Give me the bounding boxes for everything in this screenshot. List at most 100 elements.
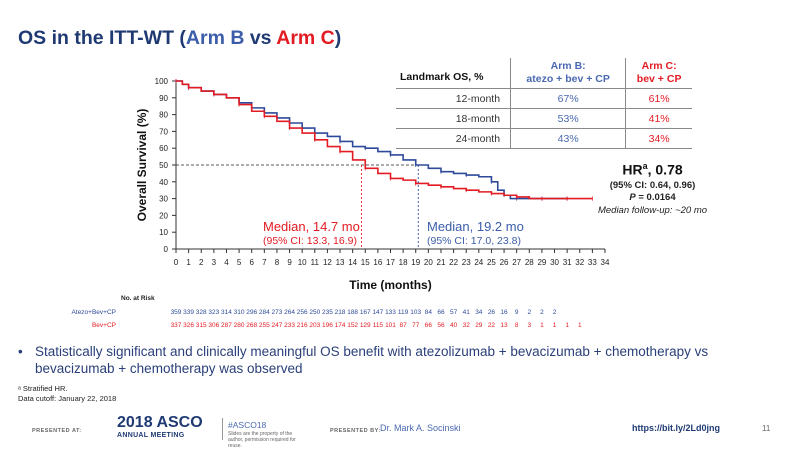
x-tick-label: 7 bbox=[262, 258, 267, 267]
risk-count: 101 bbox=[385, 322, 396, 329]
risk-count: 1 bbox=[577, 322, 582, 329]
x-tick-label: 21 bbox=[437, 258, 446, 267]
x-tick-label: 30 bbox=[550, 258, 559, 267]
risk-label-arm-c: Bev+CP bbox=[91, 322, 116, 329]
risk-count: 216 bbox=[296, 322, 308, 329]
x-tick-label: 19 bbox=[411, 258, 420, 267]
risk-count: 268 bbox=[246, 322, 258, 329]
risk-count: 133 bbox=[385, 309, 396, 316]
risk-count: 34 bbox=[475, 309, 483, 316]
median-arm-c-ci: (95% CI: 13.3, 16.9) bbox=[263, 235, 357, 247]
risk-count: 296 bbox=[246, 309, 258, 316]
arm-c-header-line2: bev + CP bbox=[636, 73, 682, 85]
y-tick-label: 20 bbox=[159, 211, 168, 220]
risk-count: 233 bbox=[284, 322, 295, 329]
risk-count: 337 bbox=[170, 322, 182, 329]
footnote-stratified: ᵃ Stratified HR. bbox=[18, 384, 68, 393]
y-axis-label: Overall Survival (%) bbox=[135, 109, 149, 222]
risk-count: 115 bbox=[372, 322, 384, 329]
presenter-name: Dr. Mark A. Socinski bbox=[380, 423, 461, 433]
risk-count: 66 bbox=[424, 322, 432, 329]
arm-b-header-line1: Arm B: bbox=[550, 60, 586, 72]
risk-count: 235 bbox=[321, 309, 333, 316]
risk-count: 2 bbox=[552, 309, 557, 316]
risk-table-title: No. at Risk bbox=[121, 295, 155, 302]
risk-count: 310 bbox=[233, 309, 245, 316]
table-row: 18-month 53% 41% bbox=[396, 108, 692, 129]
risk-count: 284 bbox=[258, 309, 270, 316]
risk-count: 8 bbox=[514, 322, 519, 329]
risk-count: 77 bbox=[412, 322, 420, 329]
y-tick-label: 70 bbox=[159, 127, 168, 136]
p-number: = 0.0164 bbox=[635, 191, 676, 203]
risk-label-arm-b: Atezo+Bev+CP bbox=[71, 309, 116, 316]
x-tick-label: 13 bbox=[336, 258, 345, 267]
x-tick-label: 8 bbox=[275, 258, 280, 267]
risk-count: 323 bbox=[208, 309, 220, 316]
asco-logo-sub: ANNUAL MEETING bbox=[117, 432, 185, 439]
risk-count: 26 bbox=[487, 309, 496, 316]
risk-count: 1 bbox=[565, 322, 569, 329]
risk-count: 287 bbox=[221, 322, 232, 329]
risk-count: 152 bbox=[347, 322, 359, 329]
risk-count: 147 bbox=[372, 309, 384, 316]
risk-count: 1 bbox=[540, 322, 544, 329]
conclusion-bullet: • Statistically significant and clinical… bbox=[18, 343, 788, 377]
risk-count: 2 bbox=[527, 309, 532, 316]
arm-b-value: 67% bbox=[510, 88, 626, 109]
hazard-ratio: HRa, 0.78 bbox=[580, 161, 725, 178]
x-tick-label: 0 bbox=[174, 258, 179, 267]
y-tick-label: 80 bbox=[159, 111, 168, 120]
median-followup: Median follow-up: ~20 mo bbox=[597, 204, 708, 216]
risk-count: 9 bbox=[514, 309, 519, 316]
x-tick-label: 23 bbox=[462, 258, 471, 267]
slide-link[interactable]: https://bit.ly/2Ld0jng bbox=[632, 423, 720, 433]
x-tick-label: 29 bbox=[537, 258, 546, 267]
risk-count: 328 bbox=[195, 309, 207, 316]
presented-at-label: PRESENTED AT: bbox=[32, 428, 82, 434]
x-tick-label: 32 bbox=[575, 258, 584, 267]
y-tick-label: 0 bbox=[164, 245, 169, 254]
hr-sup: a bbox=[642, 161, 648, 171]
risk-count: 250 bbox=[309, 309, 321, 316]
risk-count: 103 bbox=[410, 309, 422, 316]
x-tick-label: 22 bbox=[449, 258, 458, 267]
risk-count: 2 bbox=[540, 309, 544, 316]
x-tick-label: 25 bbox=[487, 258, 496, 267]
risk-count: 32 bbox=[462, 322, 470, 329]
y-tick-label: 100 bbox=[155, 77, 169, 86]
risk-count: 273 bbox=[271, 309, 283, 316]
arm-c-header-line1: Arm C: bbox=[641, 60, 677, 72]
x-tick-label: 18 bbox=[399, 258, 408, 267]
table-row: 12-month 67% 61% bbox=[396, 88, 692, 109]
title-arm-c: Arm C bbox=[276, 27, 335, 49]
x-tick-label: 11 bbox=[311, 258, 320, 267]
risk-count: 84 bbox=[424, 309, 432, 316]
bullet-text: Statistically significant and clinically… bbox=[35, 344, 709, 376]
title-suffix: ) bbox=[334, 27, 342, 49]
x-tick-label: 28 bbox=[525, 258, 534, 267]
asco-logo-year: 2018 ASCO bbox=[117, 414, 203, 431]
p-value: P = 0.0164 bbox=[580, 192, 725, 203]
risk-count: 29 bbox=[475, 322, 483, 329]
x-tick-label: 15 bbox=[361, 258, 370, 267]
risk-count: 174 bbox=[334, 322, 346, 329]
row-label: 24-month bbox=[396, 128, 511, 149]
y-tick-label: 30 bbox=[159, 195, 168, 204]
risk-count: 314 bbox=[221, 309, 232, 316]
x-tick-label: 33 bbox=[588, 258, 597, 267]
x-tick-label: 1 bbox=[186, 258, 191, 267]
arm-c-value: 41% bbox=[625, 108, 692, 129]
row-label: 12-month bbox=[396, 88, 511, 109]
x-tick-label: 12 bbox=[323, 258, 332, 267]
risk-count: 315 bbox=[195, 322, 207, 329]
x-tick-label: 9 bbox=[287, 258, 292, 267]
risk-count: 57 bbox=[449, 309, 458, 316]
arm-b-header-line2: atezo + bev + CP bbox=[526, 73, 610, 85]
arm-c-value: 61% bbox=[625, 88, 692, 109]
risk-count: 247 bbox=[271, 322, 283, 329]
risk-count: 41 bbox=[462, 309, 470, 316]
risk-count: 119 bbox=[397, 309, 409, 316]
hr-value: , 0.78 bbox=[647, 161, 683, 178]
x-tick-label: 5 bbox=[237, 258, 242, 267]
